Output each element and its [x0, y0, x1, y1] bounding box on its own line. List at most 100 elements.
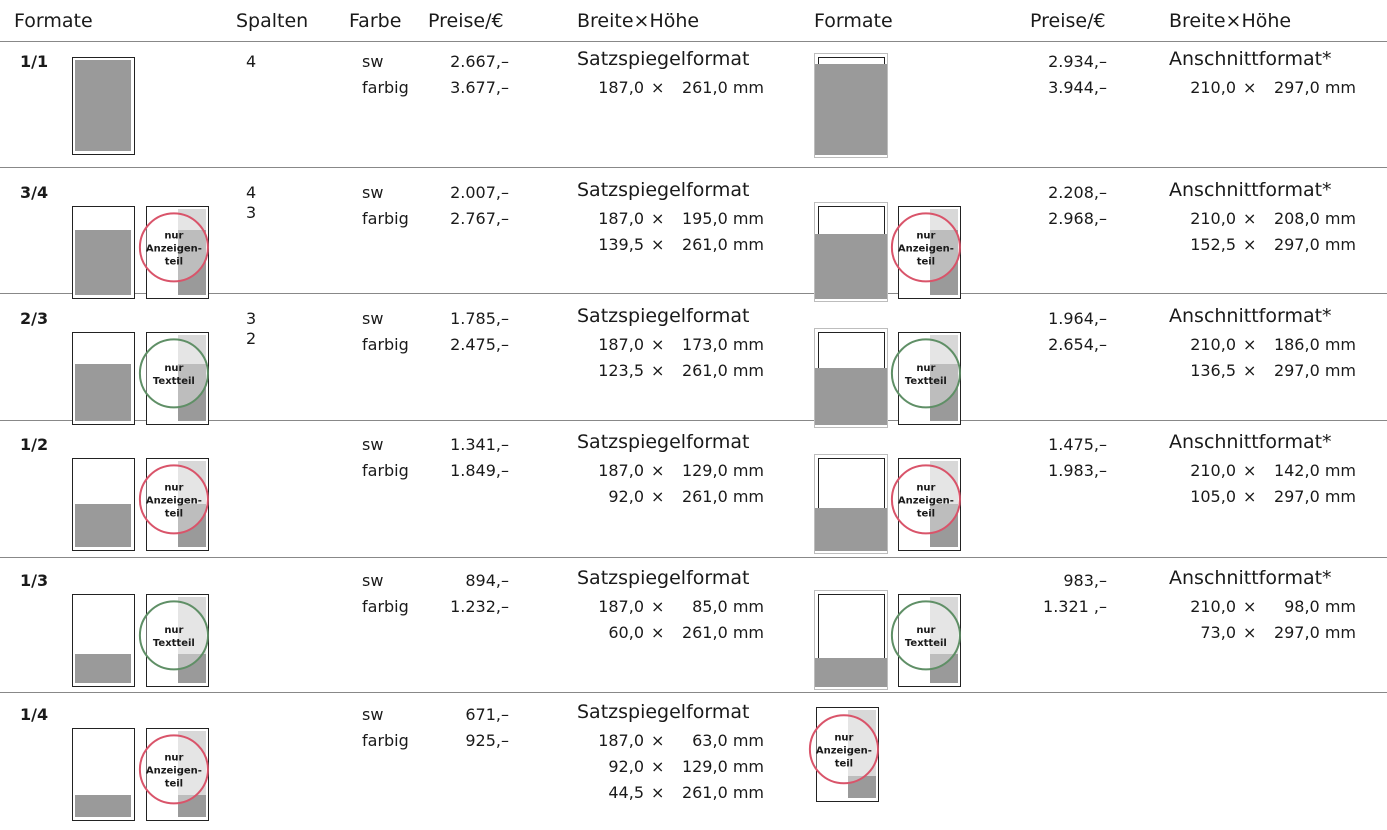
ad-area [75, 60, 131, 151]
ad-area [930, 504, 958, 547]
farbe-sw: sw [362, 52, 384, 71]
format-thumbnail-satzspiegel [72, 594, 135, 687]
anzeigenteil-badge [890, 464, 961, 535]
badge-label: nur [834, 732, 853, 743]
satzspiegel-width: 187,0 [598, 731, 644, 750]
header-preise-right: Preise/€ [1030, 10, 1106, 32]
price-farbig-anschnitt: 1.983,– [1048, 461, 1107, 480]
badge-label: nur [164, 482, 183, 493]
anschnitt-width: 73,0 [1200, 623, 1236, 642]
dimension-separator: × [1243, 623, 1257, 642]
satzspiegel-height: 261,0 mm [681, 78, 764, 97]
satzspiegel-height: 129,0 mm [681, 757, 764, 776]
anschnitt-label: Anschnittformat* [1169, 305, 1332, 327]
header-formate-left: Formate [14, 10, 93, 32]
bleed-frame [814, 590, 888, 690]
badge-label: Textteil [153, 638, 195, 649]
badge-label: nur [916, 482, 935, 493]
satzspiegel-label: Satzspiegelformat [577, 305, 750, 327]
badge-label: nur [164, 752, 183, 763]
satzspiegel-width: 187,0 [598, 78, 644, 97]
badge-label: teil [165, 508, 183, 519]
price-farbig-satzspiegel: 2.767,– [450, 209, 509, 228]
satzspiegel-width: 187,0 [598, 209, 644, 228]
textteil-badge [138, 338, 209, 409]
anschnitt-height: 186,0 mm [1273, 335, 1356, 354]
satzspiegel-height: 261,0 mm [681, 361, 764, 380]
satzspiegel-width: 92,0 [608, 757, 644, 776]
dimension-separator: × [651, 78, 665, 97]
price-sw-satzspiegel: 671,– [465, 705, 509, 724]
dimension-separator: × [651, 487, 665, 506]
header-spalten: Spalten [236, 10, 309, 32]
satzspiegel-label: Satzspiegelformat [577, 179, 750, 201]
format-label: 2/3 [20, 309, 49, 328]
satzspiegel-width: 139,5 [598, 235, 644, 254]
anzeigenteil-badge [890, 212, 961, 283]
farbe-sw: sw [362, 309, 384, 328]
satzspiegel-height: 261,0 mm [681, 623, 764, 642]
format-thumbnail-column: nur Anzeigen-teil [138, 728, 209, 821]
format-thumbnail-satzspiegel [72, 57, 135, 155]
dimension-separator: × [651, 597, 665, 616]
dimension-separator: × [1243, 597, 1257, 616]
dimension-separator: × [1243, 461, 1257, 480]
textteil-badge [890, 338, 961, 409]
header-breite-hoehe-left: Breite×Höhe [577, 10, 700, 32]
header-preise-left: Preise/€ [428, 10, 504, 32]
satzspiegel-width: 187,0 [598, 597, 644, 616]
header-rule [0, 41, 1387, 42]
row-rule [0, 293, 1387, 294]
header-breite-hoehe-right: Breite×Höhe [1169, 10, 1292, 32]
price-sw-anschnitt: 1.475,– [1048, 435, 1107, 454]
farbe-sw: sw [362, 705, 384, 724]
anzeigenteil-badge [138, 464, 209, 535]
spalten-value: 2 [246, 329, 257, 348]
bleed-frame [814, 53, 888, 158]
anschnitt-height: 297,0 mm [1273, 623, 1356, 642]
price-sw-satzspiegel: 2.667,– [450, 52, 509, 71]
price-farbig-anschnitt: 1.321 ,– [1043, 597, 1107, 616]
format-thumbnail-anschnitt-column: nur Textteil [890, 332, 961, 425]
dimension-separator: × [651, 361, 665, 380]
badge-label: Textteil [905, 638, 947, 649]
dimension-separator: × [651, 731, 665, 750]
badge-label: teil [165, 256, 183, 267]
format-thumbnail-anschnitt-column: nur Anzeigen-teil [808, 707, 879, 802]
row-rule [0, 420, 1387, 421]
price-farbig-satzspiegel: 1.232,– [450, 597, 509, 616]
anschnitt-height: 297,0 mm [1273, 361, 1356, 380]
price-sw-satzspiegel: 894,– [465, 571, 509, 590]
format-thumbnail-satzspiegel [72, 728, 135, 821]
anschnitt-width: 152,5 [1190, 235, 1236, 254]
dimension-separator: × [1243, 78, 1257, 97]
satzspiegel-height: 195,0 mm [681, 209, 764, 228]
anschnitt-height: 297,0 mm [1273, 235, 1356, 254]
dimension-separator: × [651, 235, 665, 254]
format-thumbnail-column: nur Anzeigen-teil [138, 206, 209, 299]
ad-area [178, 795, 206, 817]
anschnitt-label: Anschnittformat* [1169, 567, 1332, 589]
price-farbig-satzspiegel: 925,– [465, 731, 509, 750]
dimension-separator: × [651, 757, 665, 776]
satzspiegel-height: 63,0 mm [692, 731, 764, 750]
dimension-separator: × [1243, 487, 1257, 506]
farbe-farbig: farbig [362, 731, 409, 750]
ad-area [815, 658, 887, 687]
badge-label: Anzeigen- [816, 745, 872, 756]
dimension-separator: × [1243, 209, 1257, 228]
price-farbig-anschnitt: 3.944,– [1048, 78, 1107, 97]
satzspiegel-width: 60,0 [608, 623, 644, 642]
dimension-separator: × [651, 461, 665, 480]
ad-area [75, 230, 131, 295]
farbe-farbig: farbig [362, 209, 409, 228]
badge-label: nur [164, 230, 183, 241]
anschnitt-label: Anschnittformat* [1169, 431, 1332, 453]
bleed-frame [814, 202, 888, 302]
row-rule [0, 557, 1387, 558]
badge-label: Textteil [153, 376, 195, 387]
format-thumbnail-anschnitt [814, 454, 888, 554]
satzspiegel-height: 261,0 mm [681, 235, 764, 254]
format-thumbnail-anschnitt [814, 202, 888, 302]
bleed-frame [814, 328, 888, 428]
